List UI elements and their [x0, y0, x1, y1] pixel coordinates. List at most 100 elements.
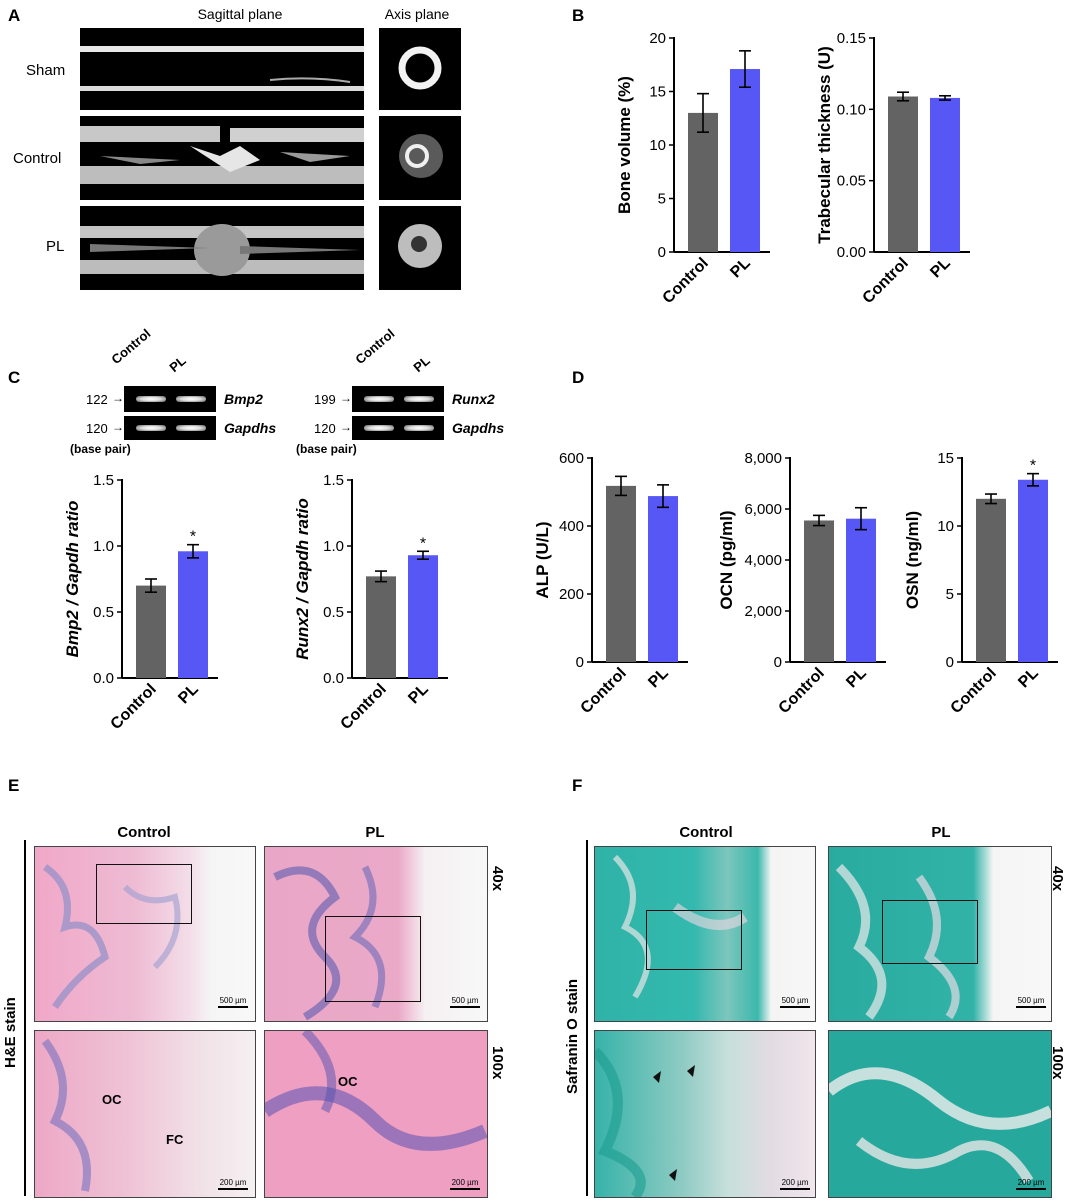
significance-star: * — [1030, 458, 1036, 475]
y-tick-label: 1.0 — [93, 538, 114, 555]
zoom-box — [325, 916, 421, 1002]
gel-left-lane-control: Control — [108, 325, 154, 367]
category-label: Control — [108, 681, 160, 733]
y-tick-label: 200 — [559, 586, 584, 603]
y-axis-label: Bone volume (%) — [615, 76, 634, 214]
sagittal-plane-header: Sagittal plane — [197, 6, 283, 22]
saf-pl-40x — [828, 846, 1052, 1022]
y-tick-label: 1.5 — [323, 472, 344, 489]
y-tick-label: 0.05 — [837, 173, 866, 190]
y-tick-label: 600 — [559, 450, 584, 467]
gel-left-bottom — [124, 416, 216, 440]
y-tick-label: 5 — [946, 586, 954, 603]
gel-left-top — [124, 386, 216, 412]
panel-label-b: B — [572, 6, 585, 25]
y-tick-label: 0 — [946, 654, 954, 671]
gel-left-bp-note: (base pair) — [70, 442, 131, 456]
y-axis-label: ALP (U/L) — [533, 521, 552, 598]
chart-bmp2-ratio: 0.0 0.5 1.0 1.5 Bmp2 / Gapdh ratio Control * PL — [63, 472, 218, 733]
arrow-icon: → — [340, 420, 352, 434]
category-label: Control — [860, 255, 912, 307]
category-label: PL — [1015, 665, 1042, 692]
y-axis-label: OCN (pg/ml) — [720, 510, 736, 609]
he-pl-40x — [264, 846, 488, 1022]
e-mag-100x: 100x — [489, 1046, 506, 1080]
chart-runx2-ratio: 0.0 0.5 1.0 1.5 Runx2 / Gapdh ratio Control * P… — [293, 472, 448, 733]
y-tick-label: 20 — [649, 30, 666, 47]
category-label: Control — [660, 255, 712, 307]
panel-label-d: D — [572, 368, 585, 387]
category-label: PL — [727, 255, 754, 282]
ct-axis-pl — [379, 206, 461, 290]
row-label-sham: Sham — [26, 62, 66, 79]
zoom-box — [646, 910, 742, 970]
y-tick-label: 0.5 — [93, 604, 114, 621]
category-label: PL — [405, 681, 432, 708]
scale-bar: 200 µm — [450, 1178, 480, 1190]
axis-plane-header: Axis plane — [384, 6, 450, 22]
y-tick-label: 15 — [937, 450, 954, 467]
y-tick-label: 2,000 — [744, 603, 782, 620]
panel-label-c: C — [8, 368, 21, 387]
bar — [930, 97, 960, 252]
category-label: PL — [645, 665, 672, 692]
y-axis-label: Bmp2 / Gapdh ratio — [63, 501, 82, 658]
annotation-fc: FC — [166, 1132, 184, 1147]
arrow-icon: → — [340, 391, 352, 405]
f-col-control: Control — [679, 824, 733, 841]
category-label: PL — [927, 255, 954, 282]
row-label-pl: PL — [46, 238, 65, 255]
bar — [136, 585, 166, 678]
annotation-oc-pl: OC — [338, 1074, 358, 1089]
gel-right-bp-top: 199 — [314, 392, 336, 407]
he-control-100x — [34, 1030, 256, 1198]
scale-bar: 200 µm — [780, 1178, 810, 1190]
y-tick-label: 4,000 — [744, 552, 782, 569]
significance-star: * — [190, 529, 196, 546]
bar — [688, 112, 718, 253]
e-side-label: H&E stain — [2, 997, 19, 1068]
category-label: Control — [948, 665, 1000, 717]
he-control-40x — [34, 846, 256, 1022]
bar — [1018, 479, 1048, 662]
y-axis-label: OSN (ng/ml) — [903, 511, 922, 609]
gel-right-lane-pl: PL — [410, 352, 433, 375]
ct-axis-control — [379, 116, 461, 200]
f-side-label: Safranin O stain — [564, 978, 581, 1094]
zoom-box — [882, 900, 978, 964]
panel-label-e: E — [8, 776, 20, 795]
gel-right-gene-bottom: Gapdhs — [452, 420, 505, 436]
gel-right-gene-top: Runx2 — [452, 391, 495, 407]
y-tick-label: 1.5 — [93, 472, 114, 489]
e-side-rule — [24, 840, 26, 1196]
f-col-pl: PL — [931, 824, 951, 841]
gel-right-lane-control: Control — [352, 325, 398, 367]
gel-right-bp-bottom: 120 — [314, 421, 336, 436]
gel-left-gene-bottom: Gapdhs — [224, 420, 277, 436]
bar — [804, 520, 834, 662]
e-col-control: Control — [117, 824, 171, 841]
gel-left-bp-bottom: 120 — [86, 421, 108, 436]
gel-right-bp-note: (base pair) — [296, 442, 357, 456]
category-label: PL — [843, 665, 870, 692]
bar — [846, 518, 876, 662]
y-tick-label: 400 — [559, 518, 584, 535]
bar — [408, 555, 438, 678]
y-tick-label: 10 — [649, 137, 666, 154]
gel-right-top — [352, 386, 444, 412]
gel-right-bottom — [352, 416, 444, 440]
ct-sagittal-control — [80, 116, 364, 200]
y-tick-label: 0 — [658, 244, 666, 261]
f-side-rule — [586, 840, 588, 1196]
bar — [648, 496, 678, 662]
panel-label-f: F — [572, 776, 583, 795]
chart-bone-volume: 0 5 10 15 20 Bone volume (%) Control PL — [615, 30, 770, 307]
gel-left-bp-top: 122 — [86, 392, 108, 407]
gel-left-lane-pl: PL — [166, 352, 189, 375]
bar — [366, 576, 396, 678]
category-label: Control — [776, 665, 828, 717]
panel-label-a: A — [8, 6, 21, 25]
y-tick-label: 0 — [576, 654, 584, 671]
category-label: PL — [175, 681, 202, 708]
